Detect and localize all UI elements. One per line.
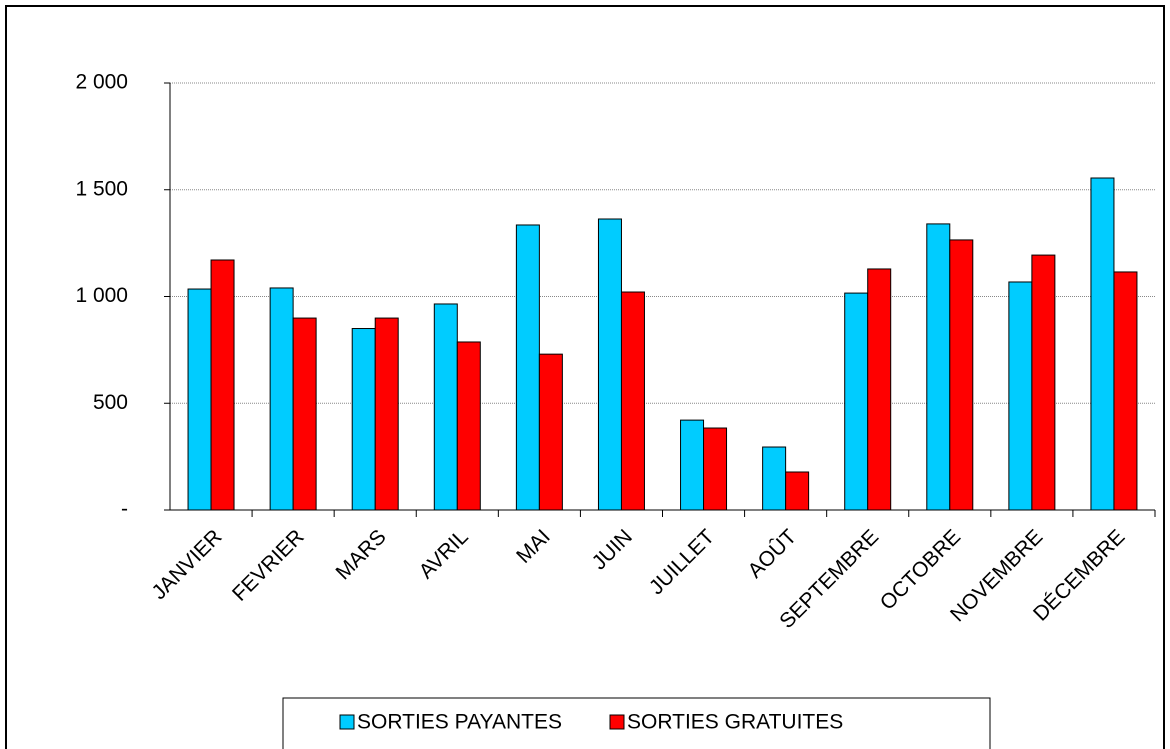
bar (538, 353, 563, 511)
bar (785, 471, 810, 511)
legend-label: SORTIES GRATUITES (627, 711, 843, 734)
bar (620, 291, 645, 511)
bar (1090, 177, 1115, 511)
chart-border (5, 5, 1165, 749)
bar (844, 292, 869, 511)
y-tick-label: 1 500 (75, 177, 128, 200)
bar (292, 317, 317, 511)
legend-box (282, 697, 991, 749)
bar (1008, 281, 1033, 511)
bar (351, 328, 376, 511)
bar (762, 446, 787, 511)
bar (1031, 254, 1056, 511)
bar (210, 259, 235, 511)
legend-swatch (609, 714, 625, 730)
y-tick-label: 1 000 (75, 284, 128, 307)
bar (515, 224, 540, 511)
legend-label: SORTIES PAYANTES (357, 711, 562, 734)
y-tick-label: - (121, 498, 128, 521)
bar (680, 419, 705, 511)
bar (703, 427, 728, 511)
bar (949, 239, 974, 511)
bar (187, 288, 212, 511)
bar (597, 218, 622, 511)
y-tick-label: 500 (93, 391, 128, 414)
bar (1113, 271, 1138, 511)
bar (433, 303, 458, 511)
bar (926, 223, 951, 511)
bar (374, 317, 399, 511)
bar (867, 268, 892, 511)
bar (456, 341, 481, 511)
bar (269, 287, 294, 511)
y-tick-label: 2 000 (75, 71, 128, 94)
legend-swatch (339, 714, 355, 730)
